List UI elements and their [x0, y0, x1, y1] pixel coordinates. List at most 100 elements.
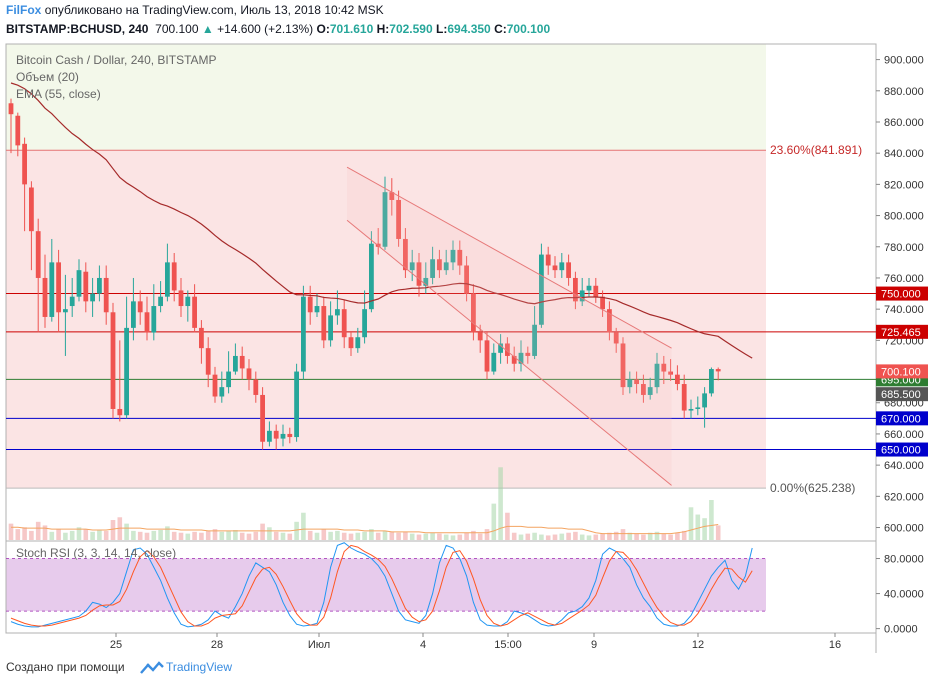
volume-bar — [97, 530, 102, 540]
candle — [321, 306, 327, 341]
chart-title: Bitcoin Cash / Dollar, 240, BITSTAMP — [16, 53, 217, 67]
volume-bar — [654, 531, 660, 540]
volume-bar — [301, 512, 306, 540]
candle — [253, 379, 259, 395]
volume-bar — [280, 532, 286, 540]
candle — [280, 433, 286, 439]
candle — [69, 296, 75, 307]
time-tick-label: 25 — [110, 639, 122, 651]
low-label: L: — [436, 22, 448, 36]
candle — [199, 327, 204, 349]
price-tick-label: 800.000 — [884, 211, 924, 223]
candle — [518, 352, 524, 364]
candle — [307, 296, 313, 313]
low-value: 694.350 — [447, 22, 491, 36]
candle — [566, 262, 571, 278]
price-tick-label: 860.000 — [884, 117, 924, 129]
candle — [42, 277, 48, 317]
volume-bar — [443, 534, 449, 540]
channel-upper-line — [346, 166, 672, 349]
candle — [314, 306, 320, 313]
volume-bar — [42, 525, 48, 540]
candle — [171, 262, 177, 291]
candle — [369, 243, 374, 310]
volume-bar — [477, 533, 483, 540]
price-tick-label: 820.000 — [884, 179, 924, 191]
author-name[interactable]: FilFox — [6, 3, 42, 17]
volume-bar — [137, 531, 143, 540]
candle — [178, 290, 184, 307]
volume-bar — [661, 533, 667, 540]
candle — [246, 368, 252, 380]
candle — [552, 265, 558, 271]
volume-bar — [226, 530, 231, 540]
volume-bar — [124, 523, 129, 540]
volume-bar — [532, 532, 537, 540]
candle — [165, 262, 170, 297]
candle — [586, 285, 592, 291]
volume-bar — [702, 518, 707, 540]
volume-bar — [267, 527, 272, 540]
candle — [464, 265, 469, 294]
volume-bar — [355, 532, 361, 540]
volume-bar — [545, 535, 551, 540]
level-tag — [876, 442, 928, 457]
volume-bar — [416, 534, 422, 540]
candle — [396, 199, 401, 239]
last-price: 700.100 — [155, 22, 199, 36]
candle — [97, 277, 102, 294]
candle — [22, 143, 27, 185]
candle — [212, 374, 218, 397]
candle — [8, 103, 14, 115]
up-arrow-icon: ▲ — [201, 22, 214, 36]
price-tag — [876, 387, 928, 402]
volume-bar — [76, 527, 82, 540]
candle — [219, 387, 225, 397]
volume-bar — [144, 532, 150, 540]
candle — [511, 355, 517, 364]
price-tag-label: 685.500 — [881, 389, 921, 401]
volume-bar — [15, 529, 21, 540]
time-tick-label: 4 — [420, 639, 426, 651]
volume-bar — [668, 534, 673, 540]
candle — [505, 343, 510, 356]
volume-bar — [239, 532, 245, 540]
channel-lower-line — [346, 219, 672, 486]
candle — [56, 262, 61, 313]
candle — [49, 262, 55, 317]
candle — [607, 309, 612, 333]
candle — [117, 408, 123, 416]
volume-bar — [634, 533, 639, 540]
candle — [702, 393, 707, 408]
volume-bar — [83, 529, 89, 540]
candle — [144, 312, 150, 333]
candle — [593, 285, 599, 297]
volume-bar — [178, 532, 184, 540]
time-tick-label: 28 — [211, 639, 223, 651]
volume-bar — [396, 532, 401, 540]
volume-bar — [69, 530, 75, 540]
candle — [443, 262, 449, 271]
candle — [301, 296, 306, 372]
candle — [137, 301, 143, 313]
volume-bar — [491, 503, 497, 540]
volume-bar — [600, 533, 605, 540]
candle — [525, 352, 531, 356]
volume-bar — [566, 532, 571, 540]
tradingview-link[interactable]: TradingView — [165, 660, 233, 674]
candle — [348, 337, 354, 349]
candle — [233, 355, 238, 372]
volume-bar — [647, 532, 653, 540]
volume-bar — [171, 531, 177, 540]
volume-bar — [525, 533, 531, 540]
volume-bar — [29, 530, 34, 540]
candle — [498, 343, 503, 353]
candle — [647, 387, 653, 395]
volume-bar — [22, 527, 27, 540]
volume-bar — [260, 523, 265, 540]
volume-bar — [49, 531, 55, 540]
candle — [409, 262, 415, 271]
candle — [532, 324, 537, 356]
volume-bar — [559, 533, 565, 540]
